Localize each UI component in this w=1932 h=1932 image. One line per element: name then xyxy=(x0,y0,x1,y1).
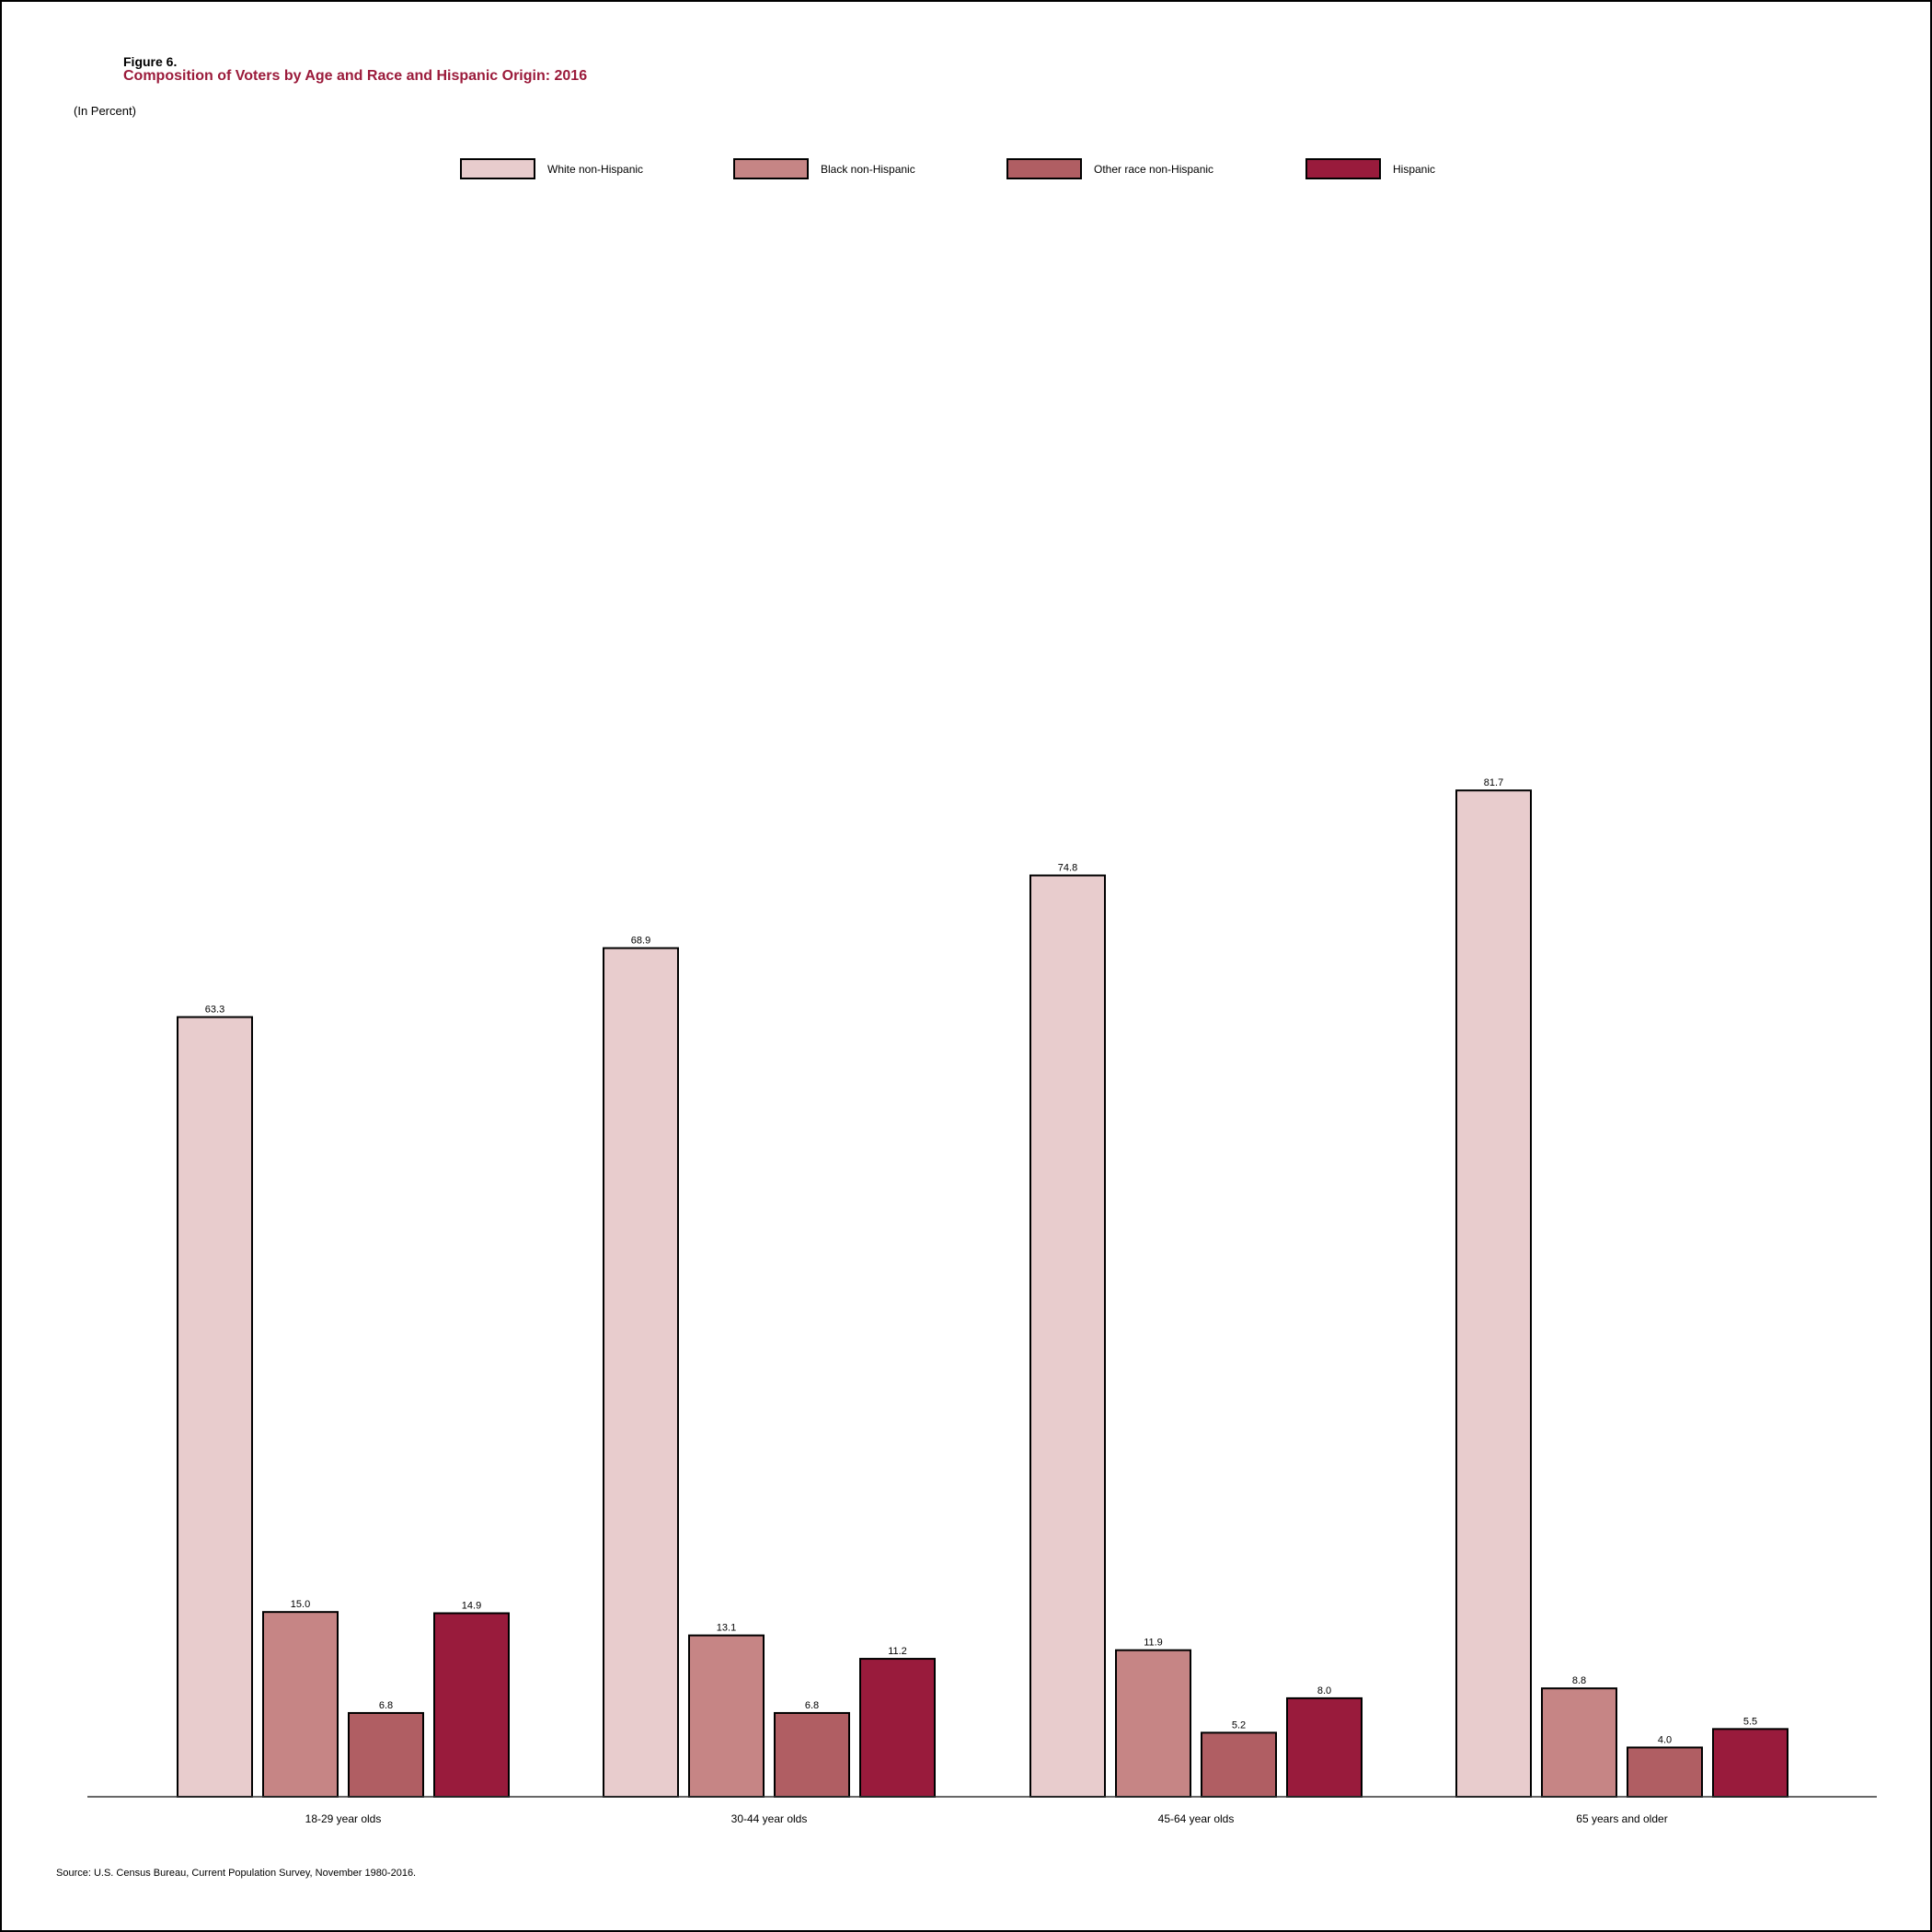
bar-hispanic-1 xyxy=(433,1612,510,1798)
legend-swatch-other-race-non-hispanic xyxy=(1006,158,1082,179)
legend-swatch-black-non-hispanic xyxy=(733,158,809,179)
x-axis: 18-29 year olds 30-44 year olds 45-64 year… xyxy=(87,1796,1877,1825)
bar-hispanic-3 xyxy=(1286,1696,1363,1799)
bars: 63.3 15.0 6.8 14.9 68.9 13.1 6.8 11.2 74.8 11.9 5.… xyxy=(177,777,1788,1799)
unit-note: (In Percent) xyxy=(74,104,136,118)
x-tick-label: 30-44 year olds xyxy=(731,1812,808,1825)
data-label: 8.0 xyxy=(1317,1685,1331,1696)
data-label: 74.8 xyxy=(1058,863,1077,874)
legend-label-hispanic: Hispanic xyxy=(1393,163,1435,176)
bar-white-non-hispanic-4 xyxy=(1455,789,1532,1798)
legend-label-other-race-non-hispanic: Other race non-Hispanic xyxy=(1094,163,1213,176)
data-label: 11.2 xyxy=(888,1646,907,1657)
data-label: 68.9 xyxy=(631,936,650,947)
data-label: 13.1 xyxy=(717,1623,736,1634)
data-label: 8.8 xyxy=(1572,1675,1586,1686)
bar-other-race-non-hispanic-3 xyxy=(1201,1731,1277,1799)
data-label: 63.3 xyxy=(205,1005,224,1016)
source-note: Source: U.S. Census Bureau, Current Popu… xyxy=(56,1868,417,1879)
legend-label-white-non-hispanic: White non-Hispanic xyxy=(547,163,643,176)
chart-title: Composition of Voters by Age and Race an… xyxy=(123,68,588,84)
data-label: 6.8 xyxy=(805,1700,819,1711)
figure-label: Figure 6. xyxy=(123,54,178,69)
data-label: 14.9 xyxy=(462,1601,481,1612)
bar-other-race-non-hispanic-4 xyxy=(1627,1746,1703,1798)
legend-swatch-white-non-hispanic xyxy=(460,158,535,179)
bar-black-non-hispanic-2 xyxy=(688,1634,765,1799)
data-label: 11.9 xyxy=(1144,1638,1163,1649)
bar-hispanic-2 xyxy=(859,1658,936,1798)
data-label: 15.0 xyxy=(291,1599,310,1610)
data-label: 4.0 xyxy=(1658,1734,1672,1745)
x-tick-label: 18-29 year olds xyxy=(305,1812,382,1825)
legend-label-black-non-hispanic: Black non-Hispanic xyxy=(821,163,915,176)
bar-black-non-hispanic-4 xyxy=(1541,1687,1617,1798)
legend: White non-Hispanic Black non-Hispanic Othe… xyxy=(460,158,1435,179)
bar-other-race-non-hispanic-1 xyxy=(348,1711,424,1798)
bar-white-non-hispanic-3 xyxy=(1029,874,1106,1798)
bar-black-non-hispanic-1 xyxy=(262,1611,339,1799)
bar-black-non-hispanic-3 xyxy=(1115,1649,1191,1799)
bar-other-race-non-hispanic-2 xyxy=(774,1711,850,1798)
data-label: 5.2 xyxy=(1232,1719,1246,1731)
legend-swatch-hispanic xyxy=(1305,158,1381,179)
bar-hispanic-4 xyxy=(1712,1728,1788,1799)
data-label: 6.8 xyxy=(379,1700,393,1711)
x-tick-label: 45-64 year olds xyxy=(1158,1812,1235,1825)
x-tick-label: 65 years and older xyxy=(1576,1812,1667,1825)
data-label: 5.5 xyxy=(1743,1716,1757,1727)
bar-white-non-hispanic-2 xyxy=(603,947,679,1798)
data-label: 81.7 xyxy=(1484,777,1503,788)
bar-white-non-hispanic-1 xyxy=(177,1016,253,1798)
